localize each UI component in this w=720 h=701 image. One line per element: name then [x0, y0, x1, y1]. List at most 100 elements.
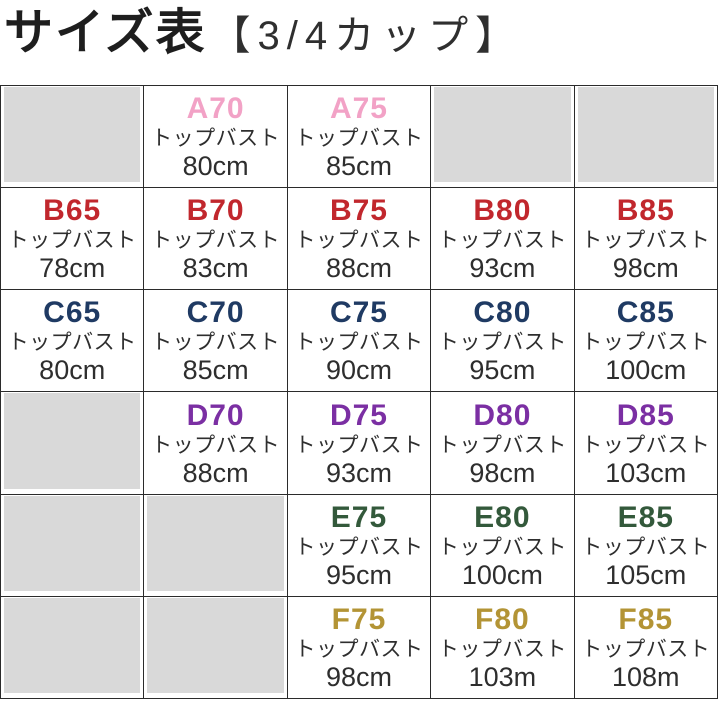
top-bust-value: 98cm — [469, 457, 536, 488]
size-code: C65 — [43, 296, 102, 330]
gray-placeholder — [147, 597, 284, 693]
top-bust-value: 108m — [612, 661, 680, 692]
top-bust-value: 103cm — [605, 457, 687, 488]
gray-placeholder — [4, 495, 141, 591]
page-title: サイズ表 【3/4カップ】 — [4, 0, 522, 71]
size-code: F75 — [331, 602, 387, 636]
size-code: A70 — [186, 92, 245, 126]
size-cell-c65: C65 トップバスト 80cm — [0, 289, 145, 393]
top-bust-label: トップバスト — [581, 229, 711, 253]
size-table: A70 トップバスト 80cm A75 トップバスト 85cm B65 トップバ… — [0, 84, 719, 700]
table-row-f: F75 トップバスト 98cm F80 トップバスト 103m F85 トップバ… — [0, 595, 719, 700]
empty-cell — [430, 84, 575, 189]
size-code: C75 — [329, 296, 388, 330]
top-bust-label: トップバスト — [294, 331, 424, 355]
top-bust-label: トップバスト — [581, 331, 711, 355]
table-row-a: A70 トップバスト 80cm A75 トップバスト 85cm — [0, 84, 719, 189]
size-cell-b85: B85 トップバスト 98cm — [573, 187, 719, 291]
size-cell-f75: F75 トップバスト 98cm — [286, 595, 432, 700]
top-bust-label: トップバスト — [294, 229, 424, 253]
size-cell-b70: B70 トップバスト 83cm — [143, 187, 288, 291]
table-row-c: C65 トップバスト 80cm C70 トップバスト 85cm C75 トップバ… — [0, 289, 719, 393]
size-cell-d70: D70 トップバスト 88cm — [143, 391, 288, 495]
top-bust-label: トップバスト — [581, 637, 711, 661]
size-code: F85 — [618, 602, 674, 636]
top-bust-value: 88cm — [325, 253, 392, 284]
empty-cell — [143, 595, 288, 700]
top-bust-label: トップバスト — [151, 127, 281, 151]
gray-placeholder — [434, 87, 571, 183]
gray-placeholder — [4, 87, 141, 183]
size-code: B75 — [329, 194, 388, 228]
table-row-d: D70 トップバスト 88cm D75 トップバスト 93cm D80 トップバ… — [0, 391, 719, 495]
empty-cell — [0, 595, 145, 700]
table-row-b: B65 トップバスト 78cm B70 トップバスト 83cm B75 トップバ… — [0, 187, 719, 291]
top-bust-label: トップバスト — [294, 637, 424, 661]
size-cell-e75: E75 トップバスト 95cm — [286, 493, 432, 597]
top-bust-label: トップバスト — [7, 331, 137, 355]
size-cell-f80: F80 トップバスト 103m — [430, 595, 575, 700]
top-bust-value: 80cm — [39, 355, 106, 386]
size-cell-c80: C80 トップバスト 95cm — [430, 289, 575, 393]
top-bust-value: 105cm — [605, 559, 687, 590]
size-cell-b75: B75 トップバスト 88cm — [286, 187, 432, 291]
top-bust-label: トップバスト — [437, 433, 567, 457]
size-code: B65 — [43, 194, 102, 228]
size-code: D80 — [473, 398, 532, 432]
top-bust-label: トップバスト — [294, 535, 424, 559]
gray-placeholder — [4, 597, 141, 693]
top-bust-value: 83cm — [182, 253, 249, 284]
size-cell-c85: C85 トップバスト 100cm — [573, 289, 719, 393]
top-bust-label: トップバスト — [581, 535, 711, 559]
title-cup-type: 【3/4カップ】 — [210, 14, 523, 58]
top-bust-value: 98cm — [325, 661, 392, 692]
top-bust-value: 78cm — [39, 253, 106, 284]
gray-placeholder — [147, 495, 284, 591]
top-bust-label: トップバスト — [437, 535, 567, 559]
size-code: C70 — [186, 296, 245, 330]
empty-cell — [143, 493, 288, 597]
size-code: C85 — [616, 296, 675, 330]
gray-placeholder — [577, 87, 714, 183]
top-bust-label: トップバスト — [151, 331, 281, 355]
top-bust-value: 90cm — [325, 355, 392, 386]
gray-placeholder — [4, 393, 141, 489]
size-code: E85 — [617, 500, 674, 534]
top-bust-label: トップバスト — [294, 433, 424, 457]
empty-cell — [573, 84, 719, 189]
empty-cell — [0, 391, 145, 495]
top-bust-value: 95cm — [469, 355, 536, 386]
top-bust-label: トップバスト — [151, 433, 281, 457]
empty-cell — [0, 493, 145, 597]
size-code: C80 — [473, 296, 532, 330]
top-bust-label: トップバスト — [294, 127, 424, 151]
top-bust-value: 80cm — [182, 151, 249, 182]
size-cell-b80: B80 トップバスト 93cm — [430, 187, 575, 291]
top-bust-value: 98cm — [612, 253, 679, 284]
size-cell-b65: B65 トップバスト 78cm — [0, 187, 145, 291]
size-cell-d75: D75 トップバスト 93cm — [286, 391, 432, 495]
size-cell-e85: E85 トップバスト 105cm — [573, 493, 719, 597]
size-code: B85 — [616, 194, 675, 228]
size-cell-c75: C75 トップバスト 90cm — [286, 289, 432, 393]
size-cell-e80: E80 トップバスト 100cm — [430, 493, 575, 597]
table-row-e: E75 トップバスト 95cm E80 トップバスト 100cm E85 トップ… — [0, 493, 719, 597]
size-code: B70 — [186, 194, 245, 228]
size-code: D85 — [616, 398, 675, 432]
top-bust-label: トップバスト — [437, 229, 567, 253]
top-bust-label: トップバスト — [581, 433, 711, 457]
size-cell-c70: C70 トップバスト 85cm — [143, 289, 288, 393]
top-bust-value: 103m — [468, 661, 537, 692]
top-bust-value: 88cm — [182, 457, 249, 488]
top-bust-value: 85cm — [182, 355, 249, 386]
size-code: A75 — [329, 92, 388, 126]
size-cell-f85: F85 トップバスト 108m — [573, 595, 719, 700]
top-bust-value: 93cm — [469, 253, 536, 284]
size-cell-a75: A75 トップバスト 85cm — [286, 84, 432, 189]
size-code: D70 — [186, 398, 245, 432]
size-code: E80 — [474, 500, 531, 534]
top-bust-label: トップバスト — [151, 229, 281, 253]
top-bust-value: 100cm — [605, 355, 687, 386]
top-bust-value: 100cm — [461, 559, 543, 590]
